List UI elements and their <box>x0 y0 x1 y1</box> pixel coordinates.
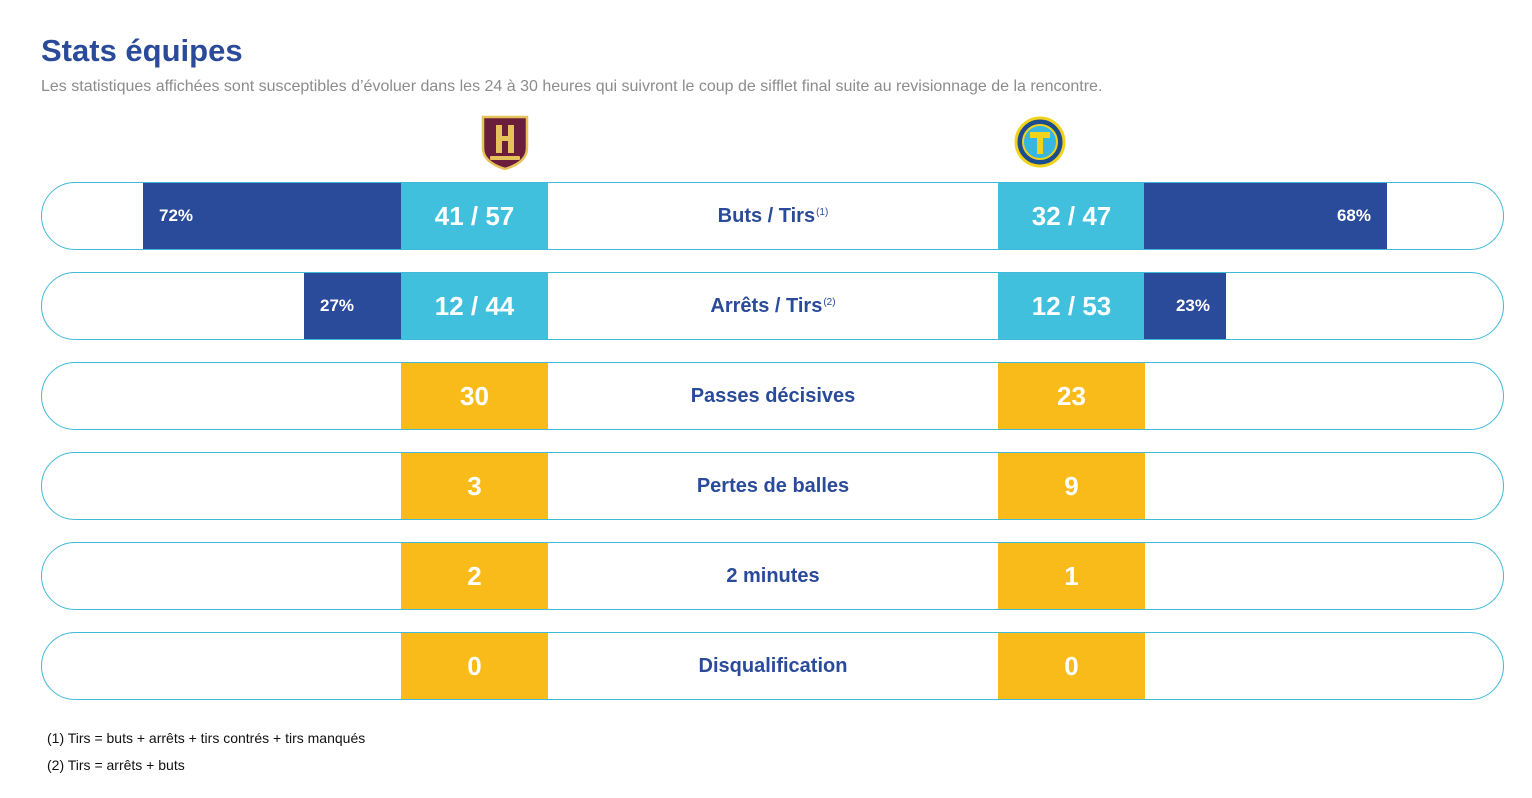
stat-label-text: 2 minutes <box>726 564 820 587</box>
away-value: 0 <box>998 633 1145 699</box>
away-pct-bar: 68% <box>1144 183 1387 249</box>
home-pct-bar: 27% <box>304 273 401 339</box>
home-value: 41 / 57 <box>401 183 548 249</box>
away-value: 23 <box>998 363 1145 429</box>
stat-row-two-minutes: 2 2 minutes 1 <box>41 542 1504 610</box>
footnote-1: (1) Tirs = buts + arrêts + tirs contrés … <box>47 730 366 746</box>
stat-label: Pertes de balles <box>548 453 998 519</box>
footnote-ref: (2) <box>823 296 836 308</box>
home-pct-label: 27% <box>320 296 355 315</box>
away-pct-bar: 23% <box>1144 273 1226 339</box>
stat-row-goals-shots: 72% 41 / 57 Buts / Tirs (1) 32 / 47 68% <box>41 182 1504 250</box>
footnotes: (1) Tirs = buts + arrêts + tirs contrés … <box>47 725 365 779</box>
home-value: 3 <box>401 453 548 519</box>
stat-label-text: Arrêts / Tirs <box>710 294 823 317</box>
away-value: 9 <box>998 453 1145 519</box>
hbc-nantes-shield-icon <box>481 115 529 171</box>
stat-label: Passes décisives <box>548 363 998 429</box>
footnote-ref: (1) <box>816 206 829 218</box>
home-team-logo <box>479 114 531 171</box>
stat-row-saves-shots: 27% 12 / 44 Arrêts / Tirs (2) 12 / 53 23% <box>41 272 1504 340</box>
home-value: 30 <box>401 363 548 429</box>
stat-row-disqualification: 0 Disqualification 0 <box>41 632 1504 700</box>
home-pct-label: 72% <box>159 206 194 225</box>
away-value: 32 / 47 <box>998 183 1145 249</box>
stat-label-text: Passes décisives <box>690 384 856 407</box>
stat-label: Disqualification <box>548 633 998 699</box>
page-title: Stats équipes <box>41 33 243 68</box>
away-team-logo <box>1014 116 1066 168</box>
stat-row-assists: 30 Passes décisives 23 <box>41 362 1504 430</box>
away-value: 1 <box>998 543 1145 609</box>
home-pct-bar: 72% <box>143 183 401 249</box>
away-pct-label: 68% <box>1336 206 1371 225</box>
tremblay-roundel-icon <box>1014 116 1066 168</box>
home-value: 12 / 44 <box>401 273 548 339</box>
stat-label-text: Pertes de balles <box>696 474 850 497</box>
stat-label: 2 minutes <box>548 543 998 609</box>
away-pct-label: 23% <box>1175 296 1210 315</box>
stat-label-text: Disqualification <box>698 654 848 677</box>
stat-label: Buts / Tirs (1) <box>548 183 998 249</box>
stat-row-turnovers: 3 Pertes de balles 9 <box>41 452 1504 520</box>
away-value: 12 / 53 <box>998 273 1145 339</box>
page-subtitle: Les statistiques affichées sont suscepti… <box>41 78 1103 95</box>
stat-label-text: Buts / Tirs <box>717 204 816 227</box>
home-value: 0 <box>401 633 548 699</box>
home-value: 2 <box>401 543 548 609</box>
footnote-2: (2) Tirs = arrêts + buts <box>47 757 185 773</box>
stat-label: Arrêts / Tirs (2) <box>548 273 998 339</box>
